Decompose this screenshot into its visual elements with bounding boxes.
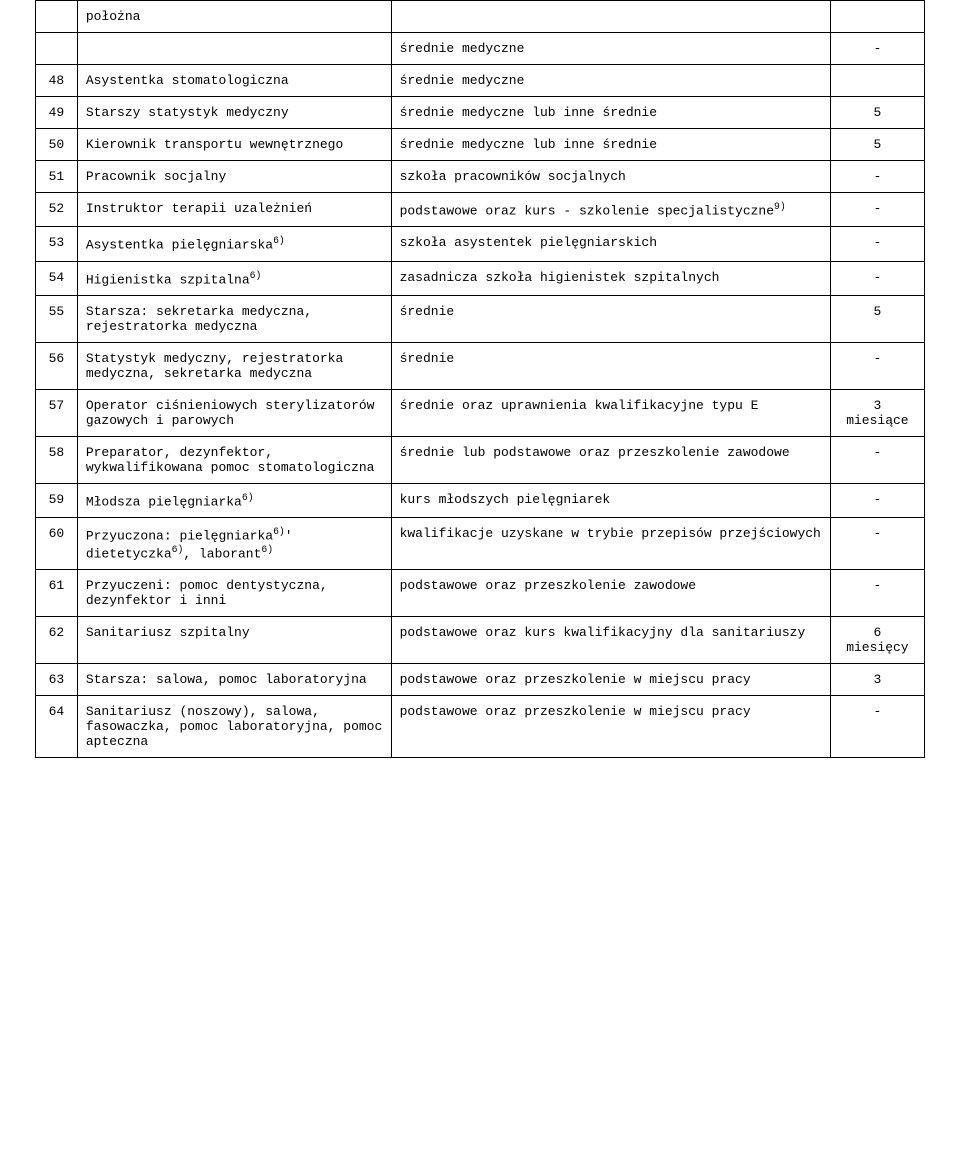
stage-cell: - xyxy=(830,436,924,483)
stage-cell: 3 xyxy=(830,663,924,695)
requirement-cell: podstawowe oraz przeszkolenie zawodowe xyxy=(391,569,830,616)
requirement-cell: podstawowe oraz przeszkolenie w miejscu … xyxy=(391,663,830,695)
role-cell: Operator ciśnieniowych sterylizatorów ga… xyxy=(77,389,391,436)
table-row: 54Higienistka szpitalna6)zasadnicza szko… xyxy=(36,261,925,295)
row-number: 56 xyxy=(36,342,78,389)
requirement-cell: podstawowe oraz kurs kwalifikacyjny dla … xyxy=(391,616,830,663)
table-row: 52Instruktor terapii uzależnieńpodstawow… xyxy=(36,193,925,227)
row-number: 62 xyxy=(36,616,78,663)
role-cell: Asystentka pielęgniarska6) xyxy=(77,227,391,261)
row-number: 63 xyxy=(36,663,78,695)
stage-cell: - xyxy=(830,261,924,295)
requirement-cell: kwalifikacje uzyskane w trybie przepisów… xyxy=(391,518,830,570)
stage-cell: 6 miesięcy xyxy=(830,616,924,663)
table-row: 56Statystyk medyczny, rejestratorka medy… xyxy=(36,342,925,389)
stage-cell: - xyxy=(830,569,924,616)
role-cell: Sanitariusz (noszowy), salowa, fasowaczk… xyxy=(77,695,391,757)
row-number: 58 xyxy=(36,436,78,483)
table-row: 49Starszy statystyk medycznyśrednie medy… xyxy=(36,97,925,129)
role-cell: Asystentka stomatologiczna xyxy=(77,65,391,97)
requirement-cell: średnie medyczne lub inne średnie xyxy=(391,129,830,161)
role-cell xyxy=(77,33,391,65)
role-cell: Starsza: sekretarka medyczna, rejestrato… xyxy=(77,295,391,342)
requirement-cell: średnie medyczne lub inne średnie xyxy=(391,97,830,129)
row-number: 50 xyxy=(36,129,78,161)
table-row: 60Przyuczona: pielęgniarka6)' dietetyczk… xyxy=(36,518,925,570)
role-cell: Preparator, dezynfektor, wykwalifikowana… xyxy=(77,436,391,483)
requirement-cell: średnie medyczne xyxy=(391,33,830,65)
row-number: 59 xyxy=(36,483,78,517)
role-cell: Sanitariusz szpitalny xyxy=(77,616,391,663)
row-number xyxy=(36,1,78,33)
stage-cell xyxy=(830,1,924,33)
requirement-cell: szkoła asystentek pielęgniarskich xyxy=(391,227,830,261)
row-number: 52 xyxy=(36,193,78,227)
requirement-cell: średnie xyxy=(391,342,830,389)
row-number: 49 xyxy=(36,97,78,129)
requirement-cell: średnie medyczne xyxy=(391,65,830,97)
role-cell: Statystyk medyczny, rejestratorka medycz… xyxy=(77,342,391,389)
requirement-cell: średnie lub podstawowe oraz przeszkoleni… xyxy=(391,436,830,483)
requirement-cell: podstawowe oraz przeszkolenie w miejscu … xyxy=(391,695,830,757)
role-cell: Kierownik transportu wewnętrznego xyxy=(77,129,391,161)
row-number: 48 xyxy=(36,65,78,97)
stage-cell: - xyxy=(830,227,924,261)
requirement-cell: podstawowe oraz kurs - szkolenie specjal… xyxy=(391,193,830,227)
table-row: średnie medyczne- xyxy=(36,33,925,65)
role-cell: Starszy statystyk medyczny xyxy=(77,97,391,129)
table-row: 58Preparator, dezynfektor, wykwalifikowa… xyxy=(36,436,925,483)
row-number: 53 xyxy=(36,227,78,261)
role-cell: Higienistka szpitalna6) xyxy=(77,261,391,295)
requirement-cell: średnie oraz uprawnienia kwalifikacyjne … xyxy=(391,389,830,436)
table-row: 61Przyuczeni: pomoc dentystyczna, dezynf… xyxy=(36,569,925,616)
role-cell: Przyuczona: pielęgniarka6)' dietetyczka6… xyxy=(77,518,391,570)
document-page: położnaśrednie medyczne-48Asystentka sto… xyxy=(0,0,960,788)
role-cell: Młodsza pielęgniarka6) xyxy=(77,483,391,517)
role-cell: Przyuczeni: pomoc dentystyczna, dezynfek… xyxy=(77,569,391,616)
row-number xyxy=(36,33,78,65)
stage-cell: - xyxy=(830,33,924,65)
positions-table: położnaśrednie medyczne-48Asystentka sto… xyxy=(35,0,925,758)
stage-cell: - xyxy=(830,342,924,389)
stage-cell: 5 xyxy=(830,129,924,161)
role-cell: Pracownik socjalny xyxy=(77,161,391,193)
role-cell: Instruktor terapii uzależnień xyxy=(77,193,391,227)
stage-cell: 5 xyxy=(830,295,924,342)
row-number: 61 xyxy=(36,569,78,616)
stage-cell: 3 miesiące xyxy=(830,389,924,436)
stage-cell: - xyxy=(830,161,924,193)
table-row: 62Sanitariusz szpitalnypodstawowe oraz k… xyxy=(36,616,925,663)
table-row: 59Młodsza pielęgniarka6)kurs młodszych p… xyxy=(36,483,925,517)
stage-cell: - xyxy=(830,695,924,757)
stage-cell: - xyxy=(830,483,924,517)
stage-cell: - xyxy=(830,193,924,227)
row-number: 51 xyxy=(36,161,78,193)
table-row: 53Asystentka pielęgniarska6)szkoła asyst… xyxy=(36,227,925,261)
table-row: położna xyxy=(36,1,925,33)
table-row: 63Starsza: salowa, pomoc laboratoryjnapo… xyxy=(36,663,925,695)
table-row: 55Starsza: sekretarka medyczna, rejestra… xyxy=(36,295,925,342)
row-number: 55 xyxy=(36,295,78,342)
table-row: 64Sanitariusz (noszowy), salowa, fasowac… xyxy=(36,695,925,757)
role-cell: położna xyxy=(77,1,391,33)
requirement-cell: średnie xyxy=(391,295,830,342)
positions-table-body: położnaśrednie medyczne-48Asystentka sto… xyxy=(36,1,925,758)
stage-cell: - xyxy=(830,518,924,570)
stage-cell xyxy=(830,65,924,97)
row-number: 64 xyxy=(36,695,78,757)
table-row: 57Operator ciśnieniowych sterylizatorów … xyxy=(36,389,925,436)
row-number: 54 xyxy=(36,261,78,295)
requirement-cell: zasadnicza szkoła higienistek szpitalnyc… xyxy=(391,261,830,295)
requirement-cell xyxy=(391,1,830,33)
table-row: 50Kierownik transportu wewnętrznegośredn… xyxy=(36,129,925,161)
row-number: 57 xyxy=(36,389,78,436)
table-row: 51Pracownik socjalnyszkoła pracowników s… xyxy=(36,161,925,193)
requirement-cell: kurs młodszych pielęgniarek xyxy=(391,483,830,517)
requirement-cell: szkoła pracowników socjalnych xyxy=(391,161,830,193)
row-number: 60 xyxy=(36,518,78,570)
stage-cell: 5 xyxy=(830,97,924,129)
table-row: 48Asystentka stomatologicznaśrednie medy… xyxy=(36,65,925,97)
role-cell: Starsza: salowa, pomoc laboratoryjna xyxy=(77,663,391,695)
